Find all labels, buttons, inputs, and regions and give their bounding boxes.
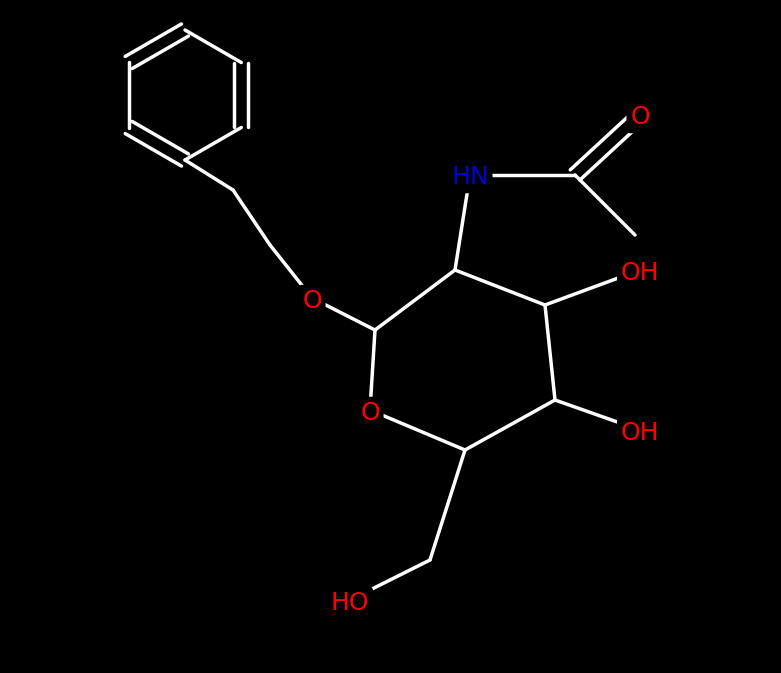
Text: O: O — [630, 106, 650, 129]
Text: HN: HN — [451, 166, 489, 190]
Text: HO: HO — [330, 590, 369, 614]
Text: OH: OH — [621, 260, 659, 285]
Text: OH: OH — [621, 421, 659, 444]
Text: O: O — [302, 289, 322, 312]
Text: O: O — [360, 400, 380, 425]
